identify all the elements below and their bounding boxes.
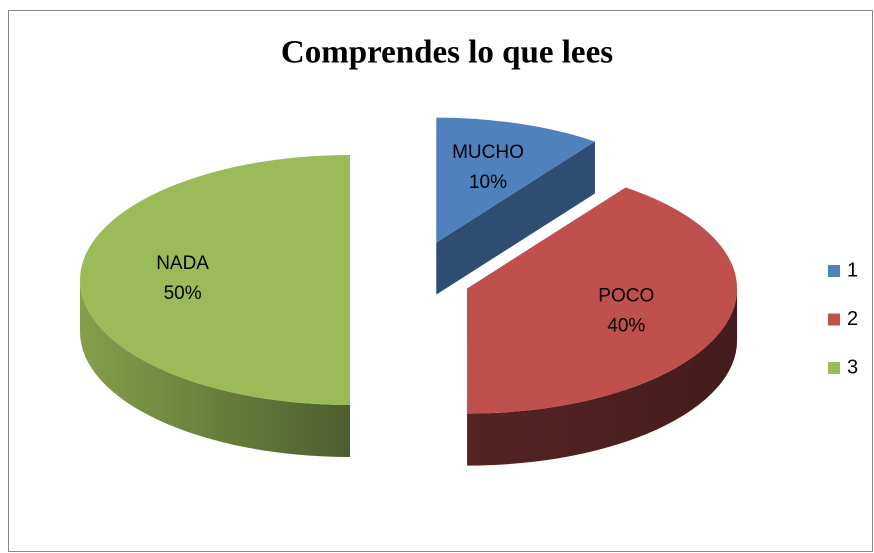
slice-top bbox=[436, 117, 595, 243]
legend-label: 1 bbox=[847, 259, 858, 281]
legend-swatch bbox=[828, 362, 840, 374]
slice bbox=[80, 155, 350, 457]
legend-swatch bbox=[828, 313, 840, 326]
slice-top bbox=[467, 187, 738, 414]
legend-label: 3 bbox=[847, 356, 858, 378]
slice bbox=[467, 187, 738, 466]
slice-face bbox=[436, 141, 595, 295]
legend-label: 2 bbox=[847, 308, 858, 330]
data-label-name: MUCHO bbox=[452, 142, 524, 163]
chart-title: Comprendes lo que lees bbox=[281, 35, 613, 71]
slice bbox=[436, 117, 595, 295]
data-label-name: NADA bbox=[156, 253, 209, 274]
data-label-name: POCO bbox=[598, 286, 654, 307]
slice-wall bbox=[80, 280, 350, 457]
data-label: 10% bbox=[469, 172, 507, 193]
data-label: 40% bbox=[607, 316, 645, 337]
legend-swatch bbox=[828, 265, 840, 277]
slice-wall bbox=[467, 288, 738, 466]
slice-top bbox=[80, 155, 350, 405]
data-label: 50% bbox=[164, 283, 202, 304]
